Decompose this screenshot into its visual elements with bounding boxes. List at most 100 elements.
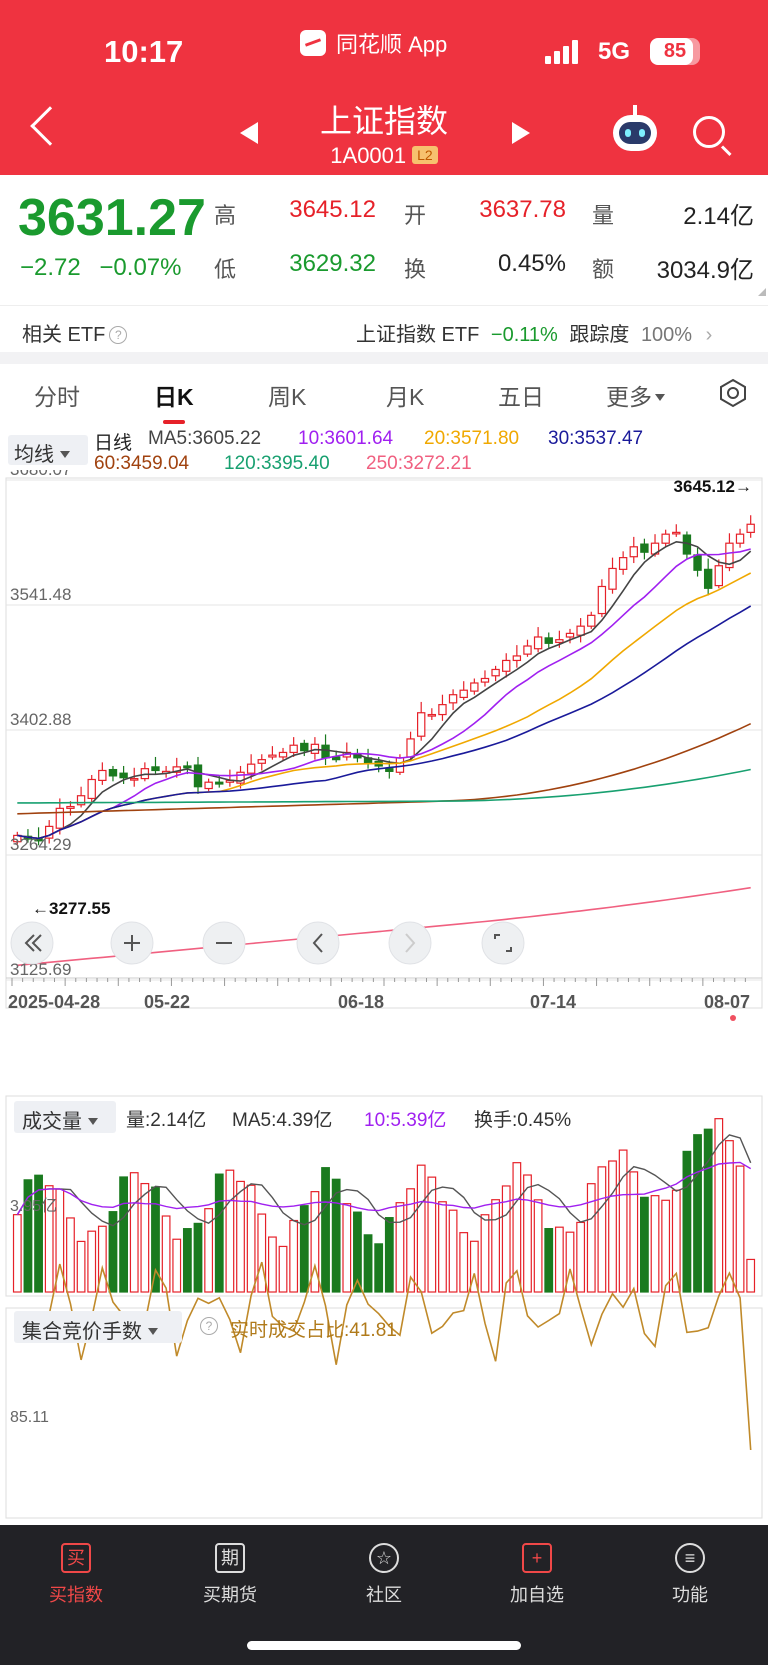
candle-body [55, 807, 65, 829]
candle-body [406, 738, 415, 758]
expand-corner-icon[interactable] [758, 288, 766, 296]
scroll-left-icon[interactable] [296, 921, 340, 965]
ctrl-button-bg [388, 921, 432, 965]
nav-add-watch-label: 加自选 [510, 1585, 564, 1605]
candle-body [438, 704, 447, 716]
volume-bar [682, 1150, 692, 1293]
chevron [24, 934, 35, 952]
tab-monthly-k[interactable]: 月K [386, 384, 425, 410]
chart-frame [5, 477, 763, 1009]
candle-body [672, 531, 681, 535]
volume-bar [618, 1149, 628, 1293]
volume-ma10: 10:5.39亿 [364, 1110, 447, 1131]
tab-daily-k[interactable]: 日K [154, 384, 194, 410]
volume-bar [161, 1215, 171, 1293]
app-header: 10:17 同花顺 App 5G 85 上证指数 1A0001 L2 [0, 0, 768, 175]
auction-indicator-select[interactable]: 集合竞价手数 [14, 1311, 182, 1343]
candle-body [76, 795, 86, 806]
ma60-line [17, 722, 752, 815]
volume-bar [448, 1209, 458, 1293]
high-label: 高 [214, 203, 237, 228]
volume-today: 量:2.14亿 [126, 1110, 207, 1131]
change-value: −2.72 [20, 254, 81, 281]
nav-buy-futures[interactable]: 期买期货 [180, 1543, 280, 1607]
volume-bar [554, 1226, 564, 1293]
tab-more[interactable]: 更多 [606, 378, 665, 412]
volume-bar [12, 1214, 22, 1293]
candle-body [512, 655, 522, 662]
zoom-out-all-icon[interactable] [10, 470, 54, 965]
volume-bar [140, 1182, 150, 1293]
app-indicator[interactable]: 同花顺 App [300, 27, 447, 59]
candle-body [703, 568, 713, 589]
volume-bar [491, 1199, 500, 1293]
period-tabs: 分时 日K 周K 月K 五日 更多 [0, 364, 768, 426]
ma10-value: 10:3601.64 [298, 428, 394, 449]
volume-bar [299, 1205, 309, 1293]
candle-body [66, 805, 75, 809]
volume-bar [565, 1231, 575, 1293]
next-stock-icon[interactable] [512, 122, 530, 144]
zoom-out-icon[interactable] [202, 921, 246, 965]
volume-indicator-select[interactable]: 成交量 [14, 1101, 116, 1133]
assistant-robot-icon[interactable] [613, 105, 657, 151]
candle-body [618, 557, 628, 570]
low-label: 低 [214, 257, 237, 282]
related-etf-row[interactable]: 相关 ETF? 上证指数 ETF −0.11% 跟踪度 100% › [0, 305, 768, 351]
volume-bar [427, 1176, 437, 1293]
y-tick-label: 3125.69 [10, 960, 71, 979]
amount-label: 额 [592, 257, 615, 282]
tab-intraday[interactable]: 分时 [34, 384, 80, 410]
prev-stock-icon[interactable] [240, 122, 258, 144]
search-icon[interactable] [693, 116, 725, 148]
nav-add-watch[interactable]: + 加自选 [487, 1543, 587, 1607]
kline-chart[interactable]: 3680.07 3541.48 3402.88 3264.29 3125.69 3645.… [0, 470, 768, 1520]
tab-weekly-k[interactable]: 周K [268, 384, 307, 410]
candle-body [544, 637, 553, 644]
related-etf-text: 相关 ETF [22, 324, 106, 346]
nav-buy-index[interactable]: 买买指数 [26, 1543, 126, 1607]
volume-bar [353, 1211, 362, 1293]
volume-bar [480, 1214, 490, 1293]
ma20-line [17, 572, 752, 840]
zoom-in-icon[interactable] [110, 921, 154, 965]
x-tick-label: 06-18 [338, 992, 384, 1012]
ma120-line [17, 768, 751, 804]
add-watch-icon: + [522, 1543, 552, 1573]
volume-bar [204, 1208, 214, 1293]
volume-bar [650, 1195, 660, 1293]
candle-body [427, 713, 437, 717]
today-dot [730, 1015, 736, 1021]
volume-bar [268, 1236, 277, 1293]
volume-bar [384, 1217, 394, 1293]
volume-bar [97, 1225, 107, 1293]
nav-community[interactable]: ☆ 社区 [334, 1543, 434, 1607]
volume-bar [23, 1179, 33, 1293]
candle-body [491, 668, 500, 677]
etf-change: −0.11% [490, 324, 558, 346]
community-icon: ☆ [369, 1543, 399, 1573]
nav-functions[interactable]: ≡ 功能 [640, 1543, 740, 1607]
home-indicator[interactable] [247, 1641, 521, 1650]
volume-value: 2.14亿 [683, 203, 754, 230]
help-icon[interactable]: ? [200, 1317, 218, 1335]
change-percent: −0.07% [99, 254, 182, 281]
candle-body [470, 682, 479, 692]
volume-label: 量 [592, 203, 615, 228]
chart-settings-icon[interactable] [718, 378, 748, 408]
candle-body [204, 781, 213, 790]
candle-body [215, 781, 224, 785]
help-icon[interactable]: ? [109, 326, 128, 344]
chevron-down-icon [655, 394, 665, 401]
volume-bar [438, 1201, 447, 1293]
candle-body [640, 543, 649, 553]
auction-ref-label: 85.11 [10, 1409, 49, 1426]
candle-body [257, 759, 266, 764]
indicator-select[interactable]: 均线 [8, 435, 88, 466]
volume-ma10-line [16, 1161, 752, 1216]
fullscreen-icon[interactable] [481, 921, 525, 965]
volume-bar [193, 1222, 203, 1293]
scroll-right-icon[interactable] [388, 921, 432, 965]
candle-body [608, 567, 617, 590]
tab-five-day[interactable]: 五日 [498, 384, 544, 410]
